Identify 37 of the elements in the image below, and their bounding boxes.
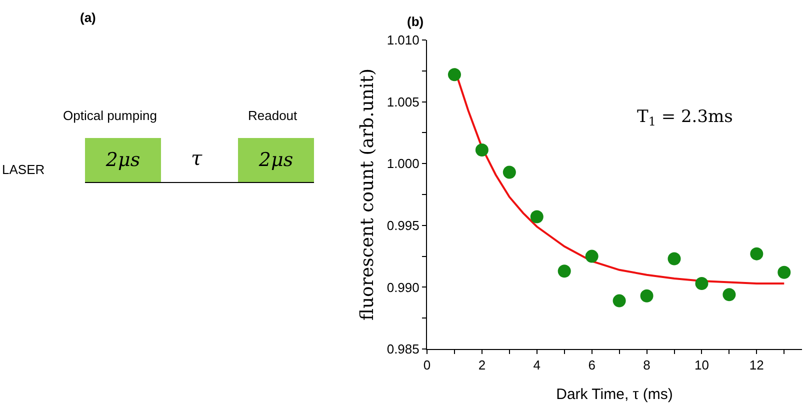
- point: [475, 144, 488, 156]
- text: LASER: [2, 162, 45, 177]
- y-tick-label: 0.995: [386, 218, 420, 233]
- text: τ: [191, 146, 202, 170]
- point: [750, 247, 764, 260]
- pulse-block: 2μs: [85, 138, 161, 182]
- x-tick-label: 2: [478, 358, 486, 373]
- y-tick-label: 1.010: [386, 32, 420, 48]
- x-tick-label: 12: [749, 358, 764, 373]
- point: [530, 210, 544, 224]
- point: [612, 294, 626, 308]
- annotation: T$_{1}$ = 2.3ms: [637, 107, 733, 129]
- point: [585, 250, 598, 263]
- point: [695, 276, 708, 290]
- pulse-block: 2μs: [238, 138, 314, 182]
- y-axis-title: fluorescent count (arb.unit): [357, 68, 378, 321]
- point: [558, 264, 571, 278]
- chart-title: (b): [407, 14, 424, 29]
- x-tick-label: 6: [588, 358, 596, 373]
- x-tick-label: 0: [423, 358, 431, 373]
- x-tick-label: 8: [643, 358, 650, 373]
- point: [668, 252, 681, 266]
- y-tick-label: 0.990: [386, 280, 420, 295]
- point: [502, 166, 516, 179]
- point: [448, 68, 461, 82]
- point: [640, 289, 654, 302]
- x-tick-label: 4: [533, 358, 541, 373]
- text: Readout: [248, 108, 298, 123]
- y-tick-label: 1.005: [386, 94, 420, 110]
- point: [722, 288, 736, 302]
- x-axis-title: Dark Time, τ (ms): [556, 386, 673, 403]
- x-tick-label: 10: [694, 358, 709, 373]
- y-tick-label: 1.000: [386, 156, 420, 172]
- point: [778, 266, 791, 279]
- y-tick-label: 0.985: [386, 342, 420, 357]
- text: Optical pumping: [63, 108, 157, 123]
- text: (a): [80, 10, 96, 25]
